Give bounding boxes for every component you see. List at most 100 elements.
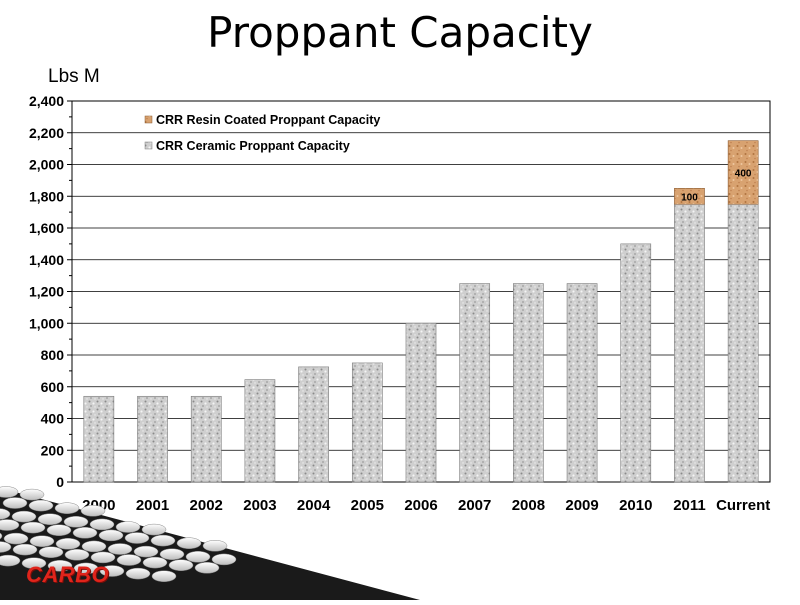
proppant-bead (81, 540, 107, 553)
bar-ceramic-2002 (190, 395, 222, 483)
proppant-bead (54, 502, 80, 514)
data-label-resin-2011: 100 (681, 192, 698, 203)
x-tick-label: 2009 (565, 497, 598, 514)
x-tick-label: 2001 (136, 497, 169, 514)
y-tick-label: 2,400 (29, 93, 64, 109)
x-tick-label: Current (716, 497, 770, 514)
proppant-bead (98, 529, 124, 542)
beads-decoration (0, 486, 420, 600)
company-logo: CARBO (26, 562, 110, 587)
y-tick-label: 400 (41, 411, 65, 427)
proppant-beads-graphic (0, 470, 420, 600)
legend-item-resin-swatch (144, 115, 153, 124)
slide-title: Proppant Capacity (207, 8, 593, 57)
y-tick-label: 2,000 (29, 157, 64, 173)
proppant-bead (185, 551, 211, 563)
data-labels: 100 400 (681, 168, 752, 203)
proppant-bead (0, 519, 20, 531)
proppant-bead (47, 560, 73, 572)
legend-item-ceramic-label: CRR Ceramic Proppant Capacity (156, 139, 350, 153)
proppant-bead (90, 551, 116, 564)
proppant-bead (64, 549, 90, 561)
y-tick-label: 800 (41, 347, 65, 363)
proppant-bead (0, 508, 11, 520)
x-tick-label: 2002 (190, 497, 223, 514)
proppant-bead (211, 553, 237, 566)
x-tick-label: 2004 (297, 497, 331, 514)
x-tick-label: 2005 (351, 497, 384, 514)
axes: 0 200 400 600 800 1,000 1,200 1,400 1,600 1,800 2,… (29, 93, 771, 514)
x-tick-label: 2010 (619, 497, 652, 514)
proppant-bead (28, 499, 54, 512)
proppant-bead (115, 521, 141, 533)
bar-ceramic-2007 (459, 283, 491, 483)
proppant-bead (21, 557, 47, 569)
bar-resin-current (727, 140, 759, 205)
bar-ceramic-2006 (405, 322, 437, 483)
bar-ceramic-2009 (566, 283, 598, 483)
proppant-bead (141, 523, 167, 536)
proppant-bead (2, 497, 28, 509)
proppant-bead (107, 543, 133, 555)
bar-ceramic-2005 (351, 362, 383, 483)
y-tick-label: 1,400 (29, 252, 64, 268)
x-tick-label: 2006 (404, 497, 437, 514)
proppant-bead (168, 559, 194, 571)
y-tick-label: 200 (41, 442, 65, 458)
proppant-bead (37, 513, 63, 525)
proppant-bead (46, 524, 72, 536)
proppant-bead (11, 510, 37, 523)
proppant-bead (159, 548, 185, 560)
y-tick-label: 1,000 (29, 315, 64, 331)
bar-ceramic-2004 (298, 366, 329, 483)
legend-item-ceramic-swatch (144, 141, 153, 150)
bar-ceramic-2000 (83, 395, 115, 483)
proppant-bead (150, 534, 176, 547)
proppant-bead (73, 562, 99, 575)
y-tick-label: 0 (56, 474, 64, 490)
bar-resin-2011 (674, 188, 705, 205)
proppant-bead (176, 537, 202, 549)
proppant-bead (72, 527, 98, 539)
y-axis-unit-label: Lbs M (48, 66, 100, 87)
proppant-bead (29, 535, 55, 547)
proppant-bead (12, 543, 38, 556)
legend: CRR Resin Coated Proppant Capacity CRR Ce… (144, 113, 380, 153)
proppant-bead (63, 516, 89, 528)
y-tick-label: 1,600 (29, 220, 64, 236)
bar-ceramic-2001 (137, 395, 168, 483)
proppant-bead (20, 521, 46, 534)
proppant-bead (0, 532, 3, 540)
proppant-bead (89, 518, 115, 531)
proppant-bead (0, 554, 21, 567)
proppant-bead (80, 505, 106, 517)
proppant-bead (151, 570, 177, 582)
x-tick-label: 2007 (458, 497, 491, 514)
proppant-bead (116, 554, 142, 566)
y-tick-label: 600 (41, 379, 65, 395)
bars (83, 140, 759, 483)
data-label-resin-current: 400 (735, 168, 752, 179)
bar-ceramic-current (727, 203, 759, 483)
x-tick-label: 2003 (243, 497, 276, 514)
bar-ceramic-2008 (513, 283, 544, 483)
proppant-bead (38, 546, 64, 558)
proppant-bead (133, 545, 159, 558)
proppant-bead (194, 562, 220, 574)
y-tick-label: 2,200 (29, 125, 64, 141)
x-tick-label: 2008 (512, 497, 545, 514)
bar-ceramic-2011 (674, 203, 705, 483)
bar-ceramic-2010 (620, 243, 652, 483)
y-tick-label: 1,800 (29, 188, 64, 204)
proppant-bead (55, 538, 81, 550)
proppant-bead (0, 541, 12, 553)
proppant-bead (202, 540, 228, 552)
proppant-bead (19, 488, 45, 501)
proppant-beads (0, 486, 237, 582)
proppant-bead (124, 532, 150, 544)
x-tick-label: 2011 (673, 497, 706, 514)
proppant-bead (0, 486, 19, 498)
proppant-bead (99, 565, 125, 577)
bar-ceramic-2003 (244, 379, 276, 483)
